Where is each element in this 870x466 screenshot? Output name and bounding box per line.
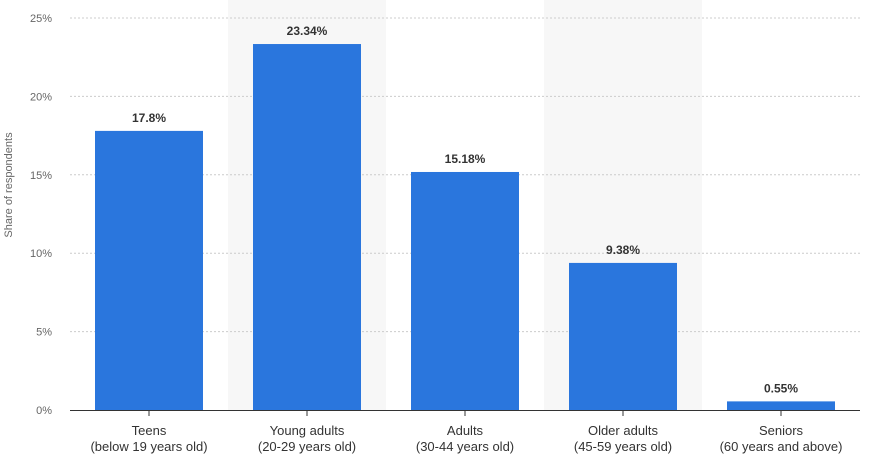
data-label: 9.38%: [606, 243, 640, 257]
x-axis-ticks: Teens(below 19 years old) Young adults(20…: [90, 410, 842, 454]
x-tick-label-sub: (45-59 years old): [574, 439, 672, 454]
y-axis-ticks: 0% 5% 10% 15% 20% 25%: [30, 13, 52, 417]
x-tick-label: Teens: [132, 423, 167, 438]
y-tick-label: 20%: [30, 91, 52, 103]
x-tick-label-sub: (30-44 years old): [416, 439, 514, 454]
bar: [95, 130, 203, 410]
y-tick-label: 0%: [36, 405, 52, 417]
y-tick-label: 10%: [30, 248, 52, 260]
data-label: 0.55%: [764, 381, 798, 395]
y-tick-label: 15%: [30, 170, 52, 182]
x-tick-label-sub: (60 years and above): [720, 439, 843, 454]
y-tick-label: 25%: [30, 13, 52, 25]
bars: [95, 44, 835, 410]
x-tick-label: Young adults: [270, 423, 345, 438]
x-tick-label: Seniors: [759, 423, 804, 438]
y-axis-title: Share of respondents: [3, 132, 15, 238]
data-label: 15.18%: [445, 152, 486, 166]
x-tick-label-sub: (below 19 years old): [90, 439, 207, 454]
data-label: 17.8%: [132, 111, 166, 125]
data-labels: 17.8% 23.34% 15.18% 9.38% 0.55%: [132, 24, 798, 395]
x-tick-label: Older adults: [588, 423, 659, 438]
x-tick-label-sub: (20-29 years old): [258, 439, 356, 454]
bar: [569, 262, 677, 410]
y-tick-label: 5%: [36, 327, 52, 339]
bar: [253, 44, 361, 410]
data-label: 23.34%: [287, 24, 328, 38]
x-tick-label: Adults: [447, 423, 484, 438]
bar: [727, 401, 835, 410]
bar: [411, 171, 519, 410]
